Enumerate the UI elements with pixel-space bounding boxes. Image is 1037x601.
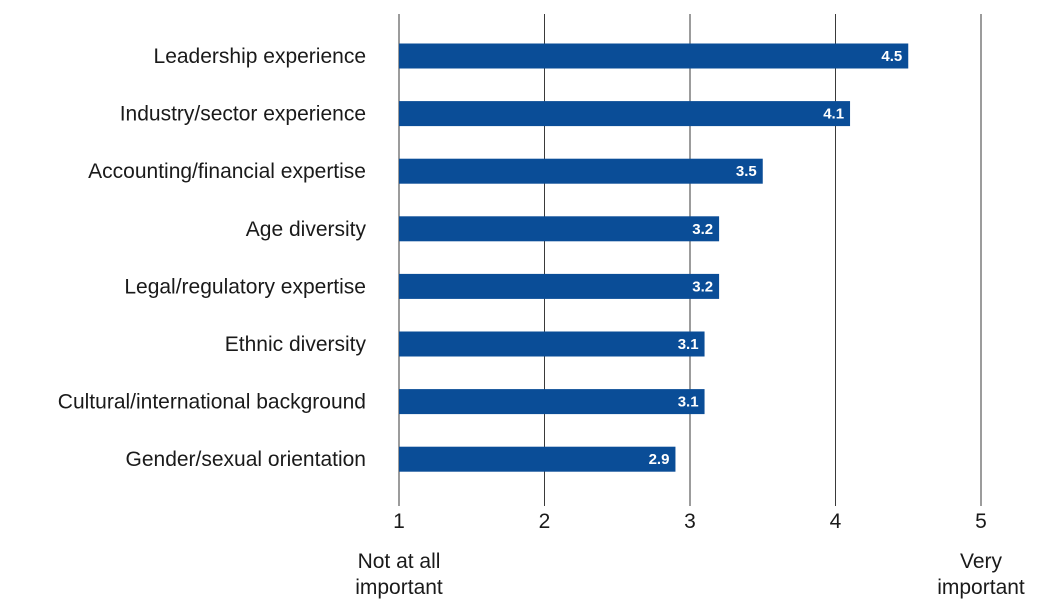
x-tick-label-4: 4 xyxy=(830,510,842,533)
bar-7 xyxy=(399,446,676,472)
data-label-0: 4.5 xyxy=(881,48,902,65)
category-label-1: Industry/sector experience xyxy=(120,103,366,126)
bar-5 xyxy=(399,331,705,357)
category-label-6: Cultural/international background xyxy=(58,391,366,414)
category-label-7: Gender/sexual orientation xyxy=(126,448,367,471)
scale-high-label-line-1: Very xyxy=(960,550,1003,573)
scale-end-labels: Not at all important Very important xyxy=(355,550,1025,599)
category-label-3: Age diversity xyxy=(246,218,367,241)
category-label-2: Accounting/financial expertise xyxy=(88,160,366,183)
category-label-0: Leadership experience xyxy=(154,45,366,68)
x-tick-label-3: 3 xyxy=(684,510,696,533)
category-label-4: Legal/regulatory expertise xyxy=(124,275,366,298)
bars: 4.5 4.1 3.5 3.2 3.2 3.1 3.1 2.9 xyxy=(399,43,909,472)
x-tick-label-5: 5 xyxy=(975,510,987,533)
bar-2 xyxy=(399,158,763,184)
data-label-7: 2.9 xyxy=(649,451,670,468)
x-tick-label-2: 2 xyxy=(539,510,551,533)
gridlines xyxy=(398,14,982,506)
data-label-4: 3.2 xyxy=(692,278,713,295)
scale-high-label-line-2: important xyxy=(937,576,1025,599)
bar-0 xyxy=(399,43,909,69)
bar-1 xyxy=(399,101,851,127)
x-tick-label-1: 1 xyxy=(393,510,405,533)
category-labels: Leadership experience Industry/sector exp… xyxy=(58,45,367,471)
data-label-3: 3.2 xyxy=(692,221,713,238)
bar-6 xyxy=(399,389,705,415)
scale-low-label-line-2: important xyxy=(355,576,443,599)
category-label-5: Ethnic diversity xyxy=(225,333,367,356)
bar-4 xyxy=(399,273,720,299)
bar-3 xyxy=(399,216,720,242)
data-label-1: 4.1 xyxy=(823,106,844,123)
scale-low-label-line-1: Not at all xyxy=(358,550,441,573)
data-label-6: 3.1 xyxy=(678,394,699,411)
x-tick-labels: 1 2 3 4 5 xyxy=(393,510,987,533)
data-label-2: 3.5 xyxy=(736,163,757,180)
data-label-5: 3.1 xyxy=(678,336,699,353)
